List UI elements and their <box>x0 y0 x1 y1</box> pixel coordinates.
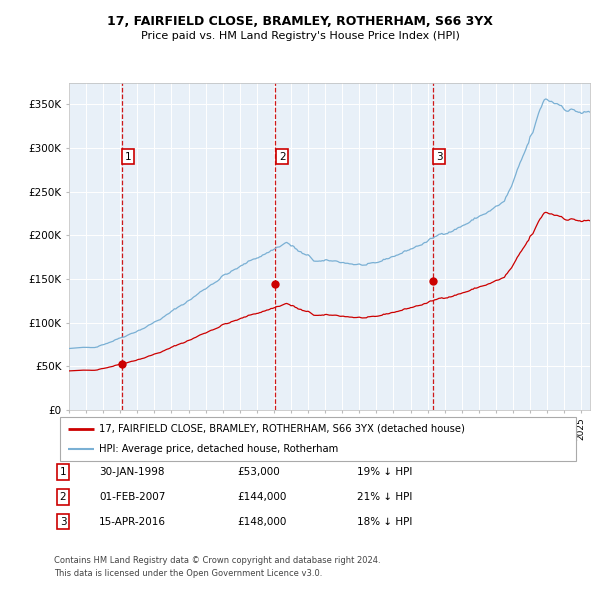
Text: 17, FAIRFIELD CLOSE, BRAMLEY, ROTHERHAM, S66 3YX: 17, FAIRFIELD CLOSE, BRAMLEY, ROTHERHAM,… <box>107 15 493 28</box>
Text: 1: 1 <box>125 152 131 162</box>
Text: This data is licensed under the Open Government Licence v3.0.: This data is licensed under the Open Gov… <box>54 569 322 578</box>
Text: Price paid vs. HM Land Registry's House Price Index (HPI): Price paid vs. HM Land Registry's House … <box>140 31 460 41</box>
Text: 01-FEB-2007: 01-FEB-2007 <box>99 492 166 502</box>
Text: 2: 2 <box>279 152 286 162</box>
Text: 17, FAIRFIELD CLOSE, BRAMLEY, ROTHERHAM, S66 3YX (detached house): 17, FAIRFIELD CLOSE, BRAMLEY, ROTHERHAM,… <box>98 424 464 434</box>
Text: 2: 2 <box>59 492 67 502</box>
Text: £148,000: £148,000 <box>237 517 286 526</box>
Text: 18% ↓ HPI: 18% ↓ HPI <box>357 517 412 526</box>
Text: HPI: Average price, detached house, Rotherham: HPI: Average price, detached house, Roth… <box>98 444 338 454</box>
Text: 30-JAN-1998: 30-JAN-1998 <box>99 467 164 477</box>
Text: 15-APR-2016: 15-APR-2016 <box>99 517 166 526</box>
Text: 3: 3 <box>436 152 443 162</box>
Text: 3: 3 <box>59 517 67 526</box>
Text: £144,000: £144,000 <box>237 492 286 502</box>
Text: Contains HM Land Registry data © Crown copyright and database right 2024.: Contains HM Land Registry data © Crown c… <box>54 556 380 565</box>
FancyBboxPatch shape <box>60 417 576 461</box>
Text: 21% ↓ HPI: 21% ↓ HPI <box>357 492 412 502</box>
Text: 1: 1 <box>59 467 67 477</box>
Text: £53,000: £53,000 <box>237 467 280 477</box>
Text: 19% ↓ HPI: 19% ↓ HPI <box>357 467 412 477</box>
